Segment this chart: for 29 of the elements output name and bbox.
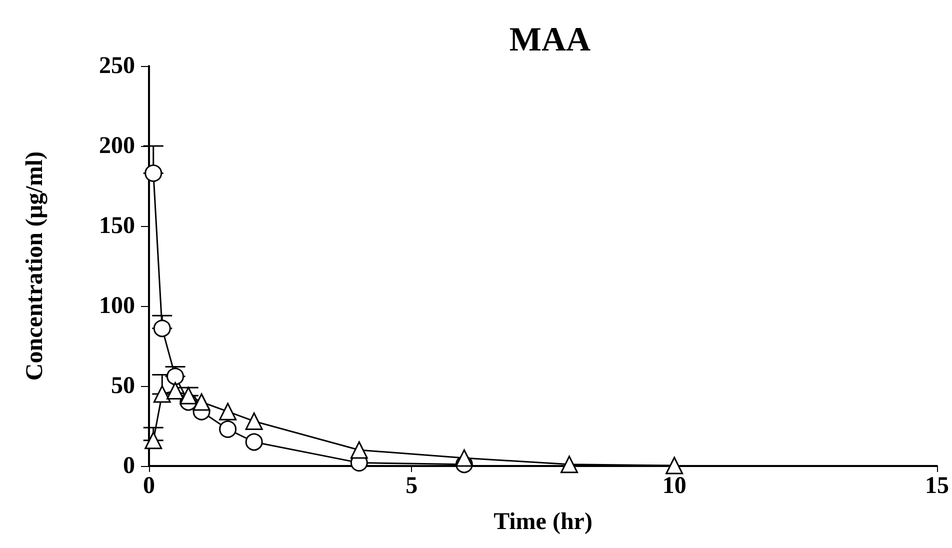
point (153, 320, 171, 338)
point (192, 393, 210, 411)
point (166, 368, 184, 386)
chart-title: MAA (509, 22, 592, 58)
point (153, 385, 171, 403)
point (219, 420, 237, 438)
point (455, 449, 473, 467)
y-axis-title: Concentration (µg/ml) (22, 151, 48, 381)
x-tick-label: 5 (406, 473, 418, 499)
point (666, 456, 684, 474)
y-tick-label: 100 (99, 293, 135, 319)
x-tick-label: 15 (925, 473, 949, 499)
y-tick-label: 150 (99, 213, 135, 239)
point (166, 382, 184, 400)
y-tick-label: 250 (99, 53, 135, 79)
point (219, 402, 237, 420)
y-tick-label: 0 (123, 453, 135, 479)
point (144, 432, 162, 450)
point (245, 412, 263, 430)
x-axis-title: Time (hr) (494, 509, 592, 535)
x-tick-label: 0 (143, 473, 155, 499)
y-tick-label: 200 (99, 133, 135, 159)
x-tick-label: 10 (662, 473, 686, 499)
point (245, 433, 263, 451)
y-tick-label: 50 (111, 373, 135, 399)
point (144, 164, 162, 182)
point (350, 441, 368, 459)
point (180, 386, 198, 404)
point (560, 456, 578, 474)
